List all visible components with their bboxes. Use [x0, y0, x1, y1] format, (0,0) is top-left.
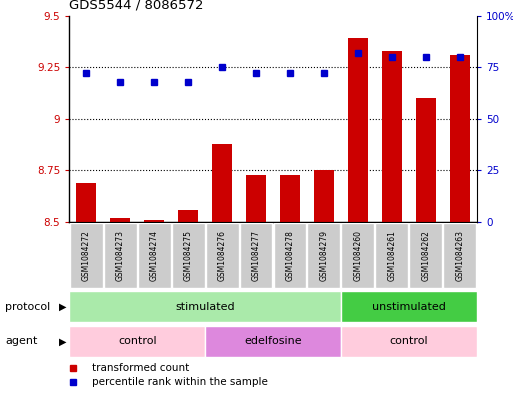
Bar: [137, 224, 170, 288]
Bar: [205, 326, 341, 357]
Text: stimulated: stimulated: [175, 302, 235, 312]
Bar: [246, 174, 266, 222]
Bar: [348, 39, 368, 222]
Bar: [206, 224, 239, 288]
Bar: [342, 224, 374, 288]
Text: GSM1084276: GSM1084276: [218, 230, 227, 281]
Bar: [450, 55, 470, 222]
Bar: [341, 291, 477, 322]
Text: percentile rank within the sample: percentile rank within the sample: [92, 377, 268, 387]
Text: GSM1084274: GSM1084274: [150, 230, 159, 281]
Text: GSM1084277: GSM1084277: [252, 230, 261, 281]
Text: control: control: [390, 336, 428, 346]
Bar: [341, 326, 477, 357]
Text: GDS5544 / 8086572: GDS5544 / 8086572: [69, 0, 204, 12]
Bar: [314, 171, 334, 222]
Text: agent: agent: [5, 336, 37, 346]
Bar: [178, 209, 199, 222]
Text: GSM1084279: GSM1084279: [320, 230, 329, 281]
Text: control: control: [118, 336, 156, 346]
Bar: [212, 143, 232, 222]
Bar: [110, 218, 130, 222]
Bar: [76, 183, 96, 222]
Text: ▶: ▶: [59, 302, 67, 312]
Bar: [376, 224, 408, 288]
Bar: [416, 98, 436, 222]
Text: GSM1084262: GSM1084262: [422, 230, 430, 281]
Bar: [171, 224, 205, 288]
Text: GSM1084261: GSM1084261: [388, 230, 397, 281]
Bar: [70, 224, 103, 288]
Bar: [443, 224, 477, 288]
Text: edelfosine: edelfosine: [244, 336, 302, 346]
Text: GSM1084275: GSM1084275: [184, 230, 193, 281]
Bar: [307, 224, 341, 288]
Bar: [382, 51, 402, 222]
Text: GSM1084272: GSM1084272: [82, 230, 91, 281]
Bar: [69, 326, 205, 357]
Bar: [69, 291, 341, 322]
Bar: [240, 224, 272, 288]
Text: GSM1084273: GSM1084273: [116, 230, 125, 281]
Text: protocol: protocol: [5, 302, 50, 312]
Bar: [409, 224, 442, 288]
Text: GSM1084260: GSM1084260: [353, 230, 363, 281]
Text: GSM1084278: GSM1084278: [286, 230, 294, 281]
Text: ▶: ▶: [59, 336, 67, 346]
Text: unstimulated: unstimulated: [372, 302, 446, 312]
Text: transformed count: transformed count: [92, 363, 189, 373]
Text: GSM1084263: GSM1084263: [456, 230, 465, 281]
Bar: [273, 224, 306, 288]
Bar: [104, 224, 136, 288]
Bar: [280, 174, 300, 222]
Bar: [144, 220, 164, 222]
